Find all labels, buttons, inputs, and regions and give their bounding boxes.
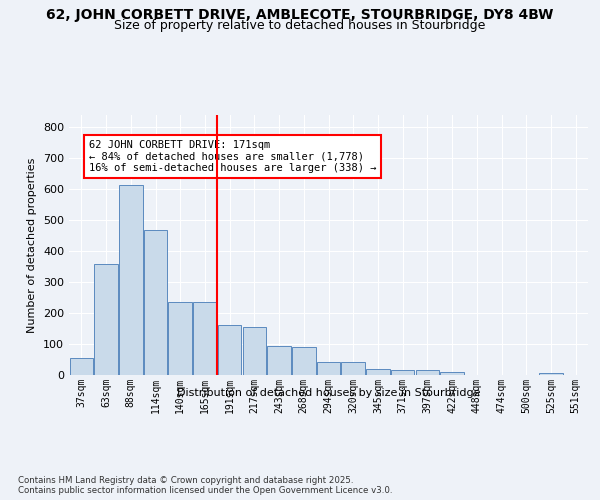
Bar [169, 302, 192, 375]
Text: 62, JOHN CORBETT DRIVE, AMBLECOTE, STOURBRIDGE, DY8 4BW: 62, JOHN CORBETT DRIVE, AMBLECOTE, STOUR… [46, 8, 554, 22]
Bar [218, 326, 241, 375]
Bar [391, 370, 415, 375]
Text: Distribution of detached houses by size in Stourbridge: Distribution of detached houses by size … [177, 388, 481, 398]
Bar [539, 373, 563, 375]
Text: Contains HM Land Registry data © Crown copyright and database right 2025.
Contai: Contains HM Land Registry data © Crown c… [18, 476, 392, 495]
Bar [94, 264, 118, 375]
Bar [193, 302, 217, 375]
Bar [317, 362, 340, 375]
Bar [292, 347, 316, 375]
Bar [366, 370, 389, 375]
Y-axis label: Number of detached properties: Number of detached properties [28, 158, 37, 332]
Bar [144, 230, 167, 375]
Bar [119, 184, 143, 375]
Text: 62 JOHN CORBETT DRIVE: 171sqm
← 84% of detached houses are smaller (1,778)
16% o: 62 JOHN CORBETT DRIVE: 171sqm ← 84% of d… [89, 140, 376, 173]
Bar [416, 370, 439, 375]
Bar [242, 327, 266, 375]
Bar [341, 362, 365, 375]
Text: Size of property relative to detached houses in Stourbridge: Size of property relative to detached ho… [115, 19, 485, 32]
Bar [440, 372, 464, 375]
Bar [70, 358, 93, 375]
Bar [268, 346, 291, 375]
